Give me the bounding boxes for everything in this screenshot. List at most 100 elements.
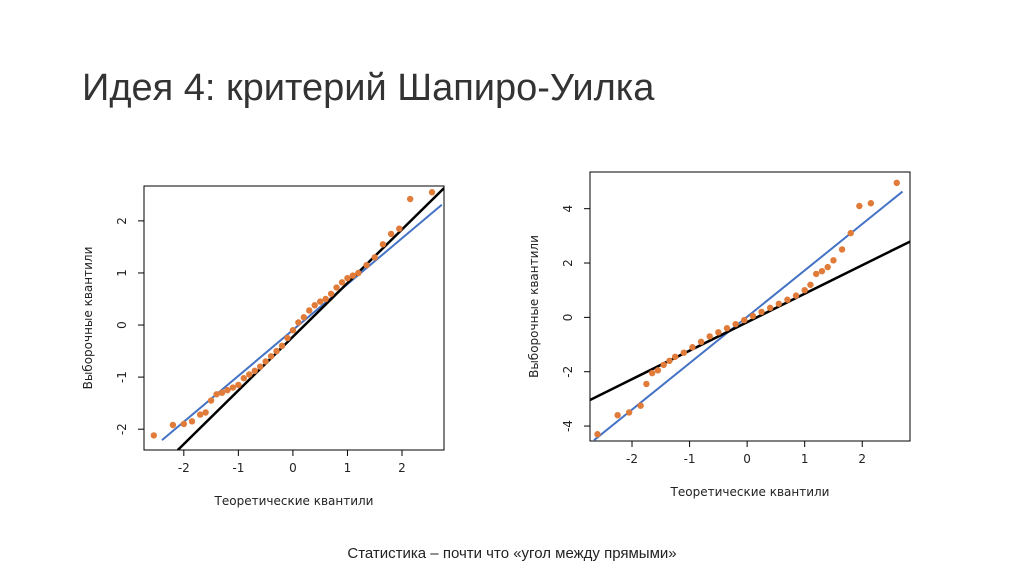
point — [654, 367, 662, 374]
point — [229, 384, 237, 391]
point — [218, 389, 226, 396]
point — [749, 312, 757, 320]
point — [807, 281, 814, 288]
point — [594, 431, 601, 438]
point — [202, 409, 209, 416]
point — [766, 304, 774, 312]
point — [273, 347, 280, 355]
point — [830, 257, 837, 264]
y-tick-label: 0 — [115, 321, 129, 329]
point — [812, 270, 820, 278]
slide-title: Идея 4: критерий Шапиро-Уилка — [82, 67, 655, 109]
point — [614, 411, 621, 419]
point — [322, 295, 329, 303]
point — [379, 241, 387, 248]
x-tick-label: 2 — [398, 461, 406, 475]
point — [306, 307, 313, 314]
point — [289, 327, 297, 334]
point — [251, 367, 258, 375]
point — [235, 381, 242, 389]
x-axis-label: Теоретические квантили — [670, 485, 830, 499]
point — [344, 274, 351, 282]
point — [818, 267, 826, 275]
point — [300, 314, 308, 321]
point — [801, 286, 808, 294]
point — [387, 230, 395, 238]
point — [648, 369, 656, 377]
point — [723, 325, 731, 332]
point — [207, 397, 215, 404]
point — [246, 371, 253, 378]
point — [224, 386, 231, 394]
x-tick-label: -1 — [684, 452, 696, 466]
point — [741, 316, 748, 324]
point — [847, 229, 854, 237]
point — [671, 353, 679, 360]
point — [666, 357, 673, 365]
caption: Статистика – почти что «угол между прямы… — [347, 545, 676, 562]
point — [180, 420, 188, 428]
y-tick-label: 2 — [561, 259, 575, 267]
point — [856, 202, 863, 210]
x-tick-label: -2 — [178, 461, 190, 475]
y-tick-label: -4 — [561, 420, 575, 432]
point — [327, 290, 335, 297]
point — [371, 254, 378, 261]
point — [213, 391, 220, 398]
x-tick-label: 1 — [344, 461, 352, 475]
point — [316, 298, 324, 305]
point — [893, 179, 900, 187]
y-tick-label: -1 — [115, 371, 129, 383]
point — [838, 246, 846, 253]
point — [758, 308, 765, 316]
point — [406, 195, 414, 203]
x-axis-label: Теоретические квантили — [214, 494, 374, 508]
point — [697, 338, 705, 346]
point — [775, 300, 782, 307]
point — [284, 334, 291, 342]
point — [256, 363, 264, 370]
x-tick-label: 2 — [858, 452, 866, 466]
point — [169, 421, 177, 429]
y-axis-label: Выборочные квантили — [527, 235, 541, 378]
point — [363, 261, 370, 269]
point — [637, 402, 644, 409]
reference-line — [590, 240, 910, 402]
point — [262, 358, 269, 365]
point — [428, 189, 436, 196]
point — [680, 349, 688, 356]
y-tick-label: 2 — [115, 217, 129, 225]
reference-line — [161, 203, 443, 441]
plot-area — [590, 179, 910, 441]
y-tick-label: 4 — [561, 205, 575, 213]
point — [715, 329, 722, 336]
x-tick-label: -2 — [626, 452, 638, 466]
x-tick-label: 0 — [743, 452, 751, 466]
point — [396, 225, 403, 232]
point — [784, 296, 791, 303]
y-tick-label: 1 — [115, 269, 129, 277]
point — [338, 279, 346, 286]
y-axis-label: Выборочные квантили — [81, 247, 95, 390]
point — [625, 409, 633, 416]
point — [240, 374, 248, 382]
point — [196, 411, 204, 418]
x-tick-label: -1 — [232, 461, 244, 475]
x-tick-label: 0 — [289, 461, 297, 475]
y-tick-label: 0 — [561, 314, 575, 322]
y-tick-label: -2 — [561, 366, 575, 378]
reference-line — [176, 187, 444, 450]
point — [732, 320, 739, 328]
point — [150, 432, 158, 439]
point — [295, 319, 302, 326]
point — [355, 269, 362, 277]
x-tick-label: 1 — [801, 452, 809, 466]
plot-frame — [589, 171, 911, 442]
point — [278, 342, 286, 350]
point — [660, 361, 667, 369]
point — [706, 333, 713, 340]
point — [311, 302, 318, 309]
point — [267, 353, 275, 360]
point — [643, 380, 650, 388]
